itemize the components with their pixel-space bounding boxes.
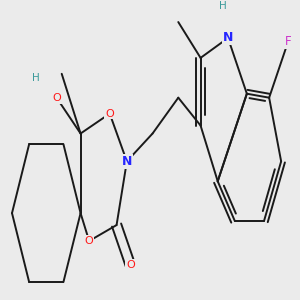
Text: N: N — [122, 155, 132, 168]
Text: O: O — [105, 109, 114, 118]
Text: H: H — [32, 73, 40, 83]
Text: O: O — [52, 93, 61, 103]
Text: N: N — [223, 32, 233, 44]
Text: O: O — [85, 236, 94, 246]
Text: F: F — [285, 35, 291, 49]
Text: H: H — [219, 1, 227, 11]
Text: O: O — [126, 260, 135, 270]
